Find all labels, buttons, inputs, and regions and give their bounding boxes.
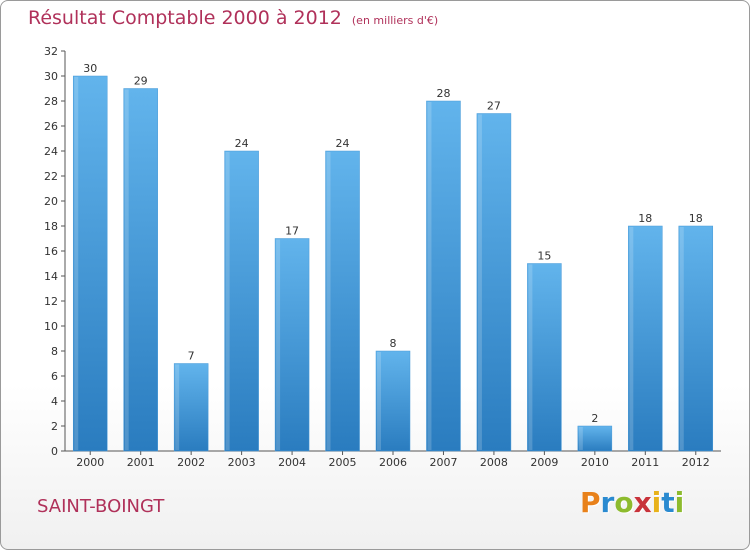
y-tick-label: 8 — [51, 345, 58, 358]
y-tick-label: 0 — [51, 445, 58, 458]
logo-letter: r — [600, 486, 615, 519]
data-label-2001: 29 — [134, 75, 148, 88]
bar-highlight — [124, 89, 129, 450]
y-tick-label: 4 — [51, 395, 58, 408]
y-tick-label: 22 — [44, 170, 58, 183]
x-tick-label-2006: 2006 — [379, 456, 407, 469]
y-tick-label: 10 — [44, 320, 58, 333]
bar-2012 — [678, 225, 714, 452]
bar-highlight — [175, 364, 180, 450]
data-label-2003: 24 — [235, 137, 249, 150]
bars — [72, 75, 714, 452]
bar-highlight — [326, 152, 331, 450]
x-tick-label-2008: 2008 — [480, 456, 508, 469]
bar-highlight — [74, 77, 79, 450]
data-label-2007: 28 — [436, 87, 450, 100]
x-tick-label-2012: 2012 — [682, 456, 710, 469]
data-label-2004: 17 — [285, 225, 299, 238]
bar-2011 — [628, 225, 663, 452]
chart-subtitle: (en milliers d'€) — [351, 14, 439, 27]
bar-2000 — [72, 75, 108, 452]
logo-letter: t — [661, 486, 675, 519]
y-tick-label: 14 — [44, 270, 58, 283]
data-label-2012: 18 — [689, 212, 703, 225]
bar-2001 — [123, 88, 158, 452]
logo-letter: i — [651, 486, 662, 519]
x-tick-label-2011: 2011 — [631, 456, 659, 469]
y-tick-label: 6 — [51, 370, 58, 383]
logo-letter: o — [614, 486, 634, 519]
y-tick-label: 28 — [44, 95, 58, 108]
chart-title: Résultat Comptable 2000 à 2012 (en millie… — [28, 7, 438, 29]
data-label-2010: 2 — [591, 412, 598, 425]
commune-name: SAINT-BOINGT — [37, 496, 165, 517]
data-label-2005: 24 — [336, 137, 350, 150]
logo-letter: x — [633, 486, 652, 519]
y-tick-label: 2 — [51, 420, 58, 433]
data-label-2002: 7 — [188, 350, 195, 363]
data-label-2011: 18 — [638, 212, 652, 225]
bar-highlight — [477, 114, 482, 450]
proxiti-logo: Proxiti — [580, 486, 684, 519]
bar-highlight — [225, 152, 230, 450]
y-tick-label: 32 — [44, 45, 58, 58]
bar-2004 — [274, 238, 310, 452]
bar-2009 — [527, 263, 562, 452]
logo-letter: P — [580, 486, 601, 519]
x-tick-label-2004: 2004 — [278, 456, 306, 469]
x-tick-label-2001: 2001 — [127, 456, 155, 469]
chart-title-text: Résultat Comptable 2000 à 2012 — [28, 7, 342, 29]
bar-highlight — [578, 427, 583, 450]
x-tick-label-2002: 2002 — [177, 456, 205, 469]
data-label-2006: 8 — [390, 337, 397, 350]
bar-2010 — [577, 425, 613, 452]
y-tick-label: 24 — [44, 145, 58, 158]
x-tick-label-2000: 2000 — [76, 456, 104, 469]
bar-highlight — [377, 352, 381, 450]
data-labels: 30 29 7 24 17 24 8 28 27 15 2 18 18 — [83, 62, 703, 425]
bar-highlight — [629, 227, 634, 450]
bar-2007 — [426, 100, 461, 452]
bar-highlight — [427, 102, 432, 450]
x-tick-label-2007: 2007 — [429, 456, 457, 469]
bar-highlight — [679, 227, 684, 450]
x-tick-label-2005: 2005 — [329, 456, 357, 469]
data-label-2008: 27 — [487, 100, 501, 113]
bar-highlight — [528, 264, 533, 450]
data-label-2009: 15 — [537, 250, 551, 263]
bar-2006 — [375, 350, 411, 452]
y-tick-label: 30 — [44, 70, 58, 83]
bar-2005 — [325, 150, 360, 452]
bar-highlight — [276, 239, 281, 450]
y-tick-label: 18 — [44, 220, 58, 233]
y-tick-label: 20 — [44, 195, 58, 208]
y-tick-label: 16 — [44, 245, 58, 258]
y-tick-label: 12 — [44, 295, 58, 308]
logo-letter: i — [674, 486, 685, 519]
bar-2002 — [173, 363, 209, 452]
bar-2003 — [224, 150, 259, 452]
x-tick-label-2003: 2003 — [228, 456, 256, 469]
x-tick-label-2009: 2009 — [530, 456, 558, 469]
bar-2008 — [476, 113, 512, 452]
y-tick-label: 26 — [44, 120, 58, 133]
data-label-2000: 30 — [83, 62, 97, 75]
x-tick-label-2010: 2010 — [581, 456, 609, 469]
